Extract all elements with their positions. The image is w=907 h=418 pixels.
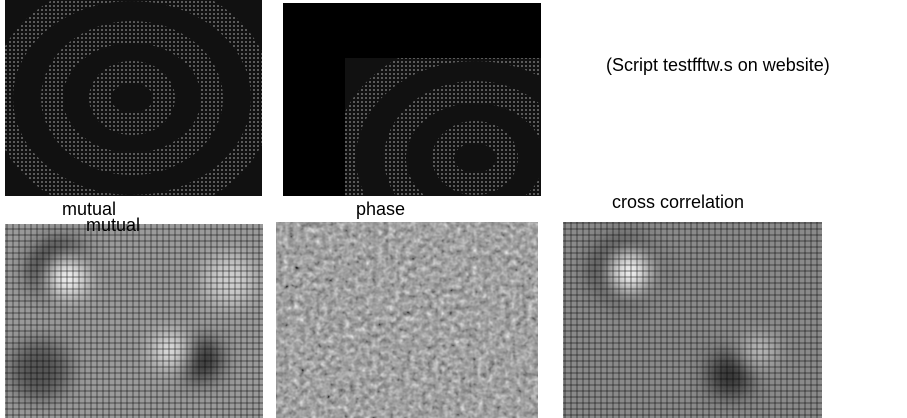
panel-label: phase bbox=[356, 200, 405, 218]
cross-correlation-image bbox=[563, 222, 822, 418]
panel-label: mutual bbox=[86, 216, 140, 234]
rings-image bbox=[2, 0, 262, 206]
phase-image bbox=[276, 222, 538, 418]
page: (Script testfftw.s on website) mutual mu… bbox=[0, 0, 907, 418]
script-note: (Script testfftw.s on website) bbox=[606, 56, 830, 74]
panel-label: cross correlation bbox=[612, 193, 744, 211]
mutual-image bbox=[5, 224, 263, 418]
